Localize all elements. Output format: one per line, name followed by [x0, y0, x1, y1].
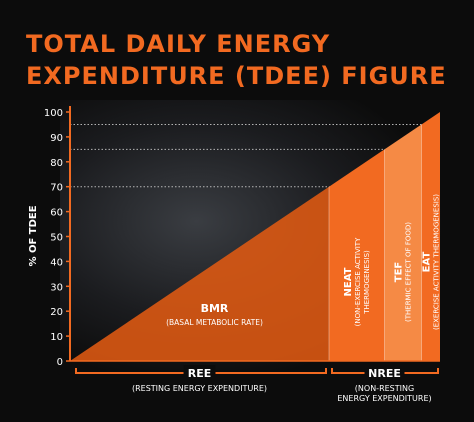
- y-tick-label: 20: [50, 307, 63, 318]
- nree-sublabel: (NON-RESTING: [355, 384, 414, 393]
- y-tick-label: 30: [50, 282, 63, 293]
- y-tick-label: 80: [50, 158, 63, 169]
- y-tick-label: 100: [44, 108, 63, 119]
- ree-label: REE: [188, 367, 212, 380]
- title-line-1: TOTAL DAILY ENERGY: [26, 30, 331, 58]
- y-tick-label: 70: [50, 183, 63, 194]
- segment-eat-sublabel: (EXERCISE ACTIVITY THERMOGENESIS): [432, 194, 440, 330]
- y-tick-label: 40: [50, 257, 63, 268]
- y-tick-label: 0: [57, 357, 63, 368]
- y-tick-label: 60: [50, 208, 63, 219]
- segment-neat-sublabel: (NON-EXERCISE ACTIVITY: [354, 237, 362, 326]
- nree-sublabel: ENERGY EXPENDITURE): [337, 394, 431, 403]
- segment-neat: [329, 149, 385, 361]
- segment-neat-label: NEAT: [343, 267, 354, 296]
- segment-bmr-sublabel: (BASAL METABOLIC RATE): [166, 318, 263, 327]
- ree-label-bg: [183, 365, 216, 379]
- segment-tef-sublabel: (THERMIC EFFECT OF FOOD): [405, 222, 413, 322]
- segment-tef-label-group: TEF (THERMIC EFFECT OF FOOD): [394, 222, 413, 322]
- segment-eat: [421, 112, 440, 361]
- segment-tef-label: TEF: [394, 262, 405, 282]
- segment-eat-label: EAT: [421, 252, 432, 273]
- y-tick-label: 90: [50, 133, 63, 144]
- segment-bmr: [70, 186, 329, 361]
- segment-neat-label-group: NEAT (NON-EXERCISE ACTIVITY THERMOGENESIS): [343, 237, 371, 326]
- segment-bmr-label: BMR: [201, 302, 229, 315]
- y-tick-label: 10: [50, 332, 63, 343]
- y-tick-label: 50: [50, 233, 63, 244]
- segment-tef: [384, 124, 422, 361]
- title-line-2: EXPENDITURE (TDEE) FIGURE: [26, 62, 447, 90]
- segment-eat-label-group: EAT (EXERCISE ACTIVITY THERMOGENESIS): [421, 194, 440, 330]
- nree-label-bg: [364, 365, 405, 379]
- y-axis-label: % OF TDEE: [28, 205, 39, 266]
- nree-label: NREE: [368, 367, 401, 380]
- ree-sublabel: (RESTING ENERGY EXPENDITURE): [132, 384, 267, 393]
- segment-neat-sublabel: THERMOGENESIS): [363, 250, 371, 315]
